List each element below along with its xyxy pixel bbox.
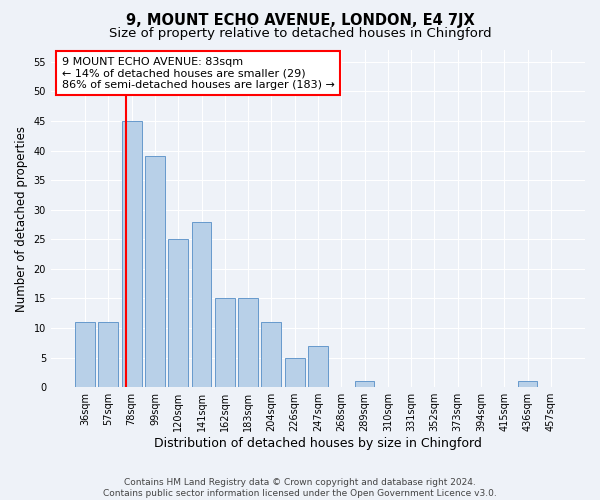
Bar	[285, 358, 305, 387]
Bar	[145, 156, 165, 387]
Bar	[518, 382, 538, 387]
Text: Contains HM Land Registry data © Crown copyright and database right 2024.
Contai: Contains HM Land Registry data © Crown c…	[103, 478, 497, 498]
X-axis label: Distribution of detached houses by size in Chingford: Distribution of detached houses by size …	[154, 437, 482, 450]
Bar	[122, 121, 142, 387]
Bar	[308, 346, 328, 387]
Bar	[215, 298, 235, 387]
Text: 9 MOUNT ECHO AVENUE: 83sqm
← 14% of detached houses are smaller (29)
86% of semi: 9 MOUNT ECHO AVENUE: 83sqm ← 14% of deta…	[62, 56, 334, 90]
Bar	[238, 298, 258, 387]
Bar	[191, 222, 211, 387]
Y-axis label: Number of detached properties: Number of detached properties	[15, 126, 28, 312]
Bar	[75, 322, 95, 387]
Text: 9, MOUNT ECHO AVENUE, LONDON, E4 7JX: 9, MOUNT ECHO AVENUE, LONDON, E4 7JX	[125, 12, 475, 28]
Bar	[98, 322, 118, 387]
Text: Size of property relative to detached houses in Chingford: Size of property relative to detached ho…	[109, 28, 491, 40]
Bar	[355, 382, 374, 387]
Bar	[262, 322, 281, 387]
Bar	[169, 240, 188, 387]
